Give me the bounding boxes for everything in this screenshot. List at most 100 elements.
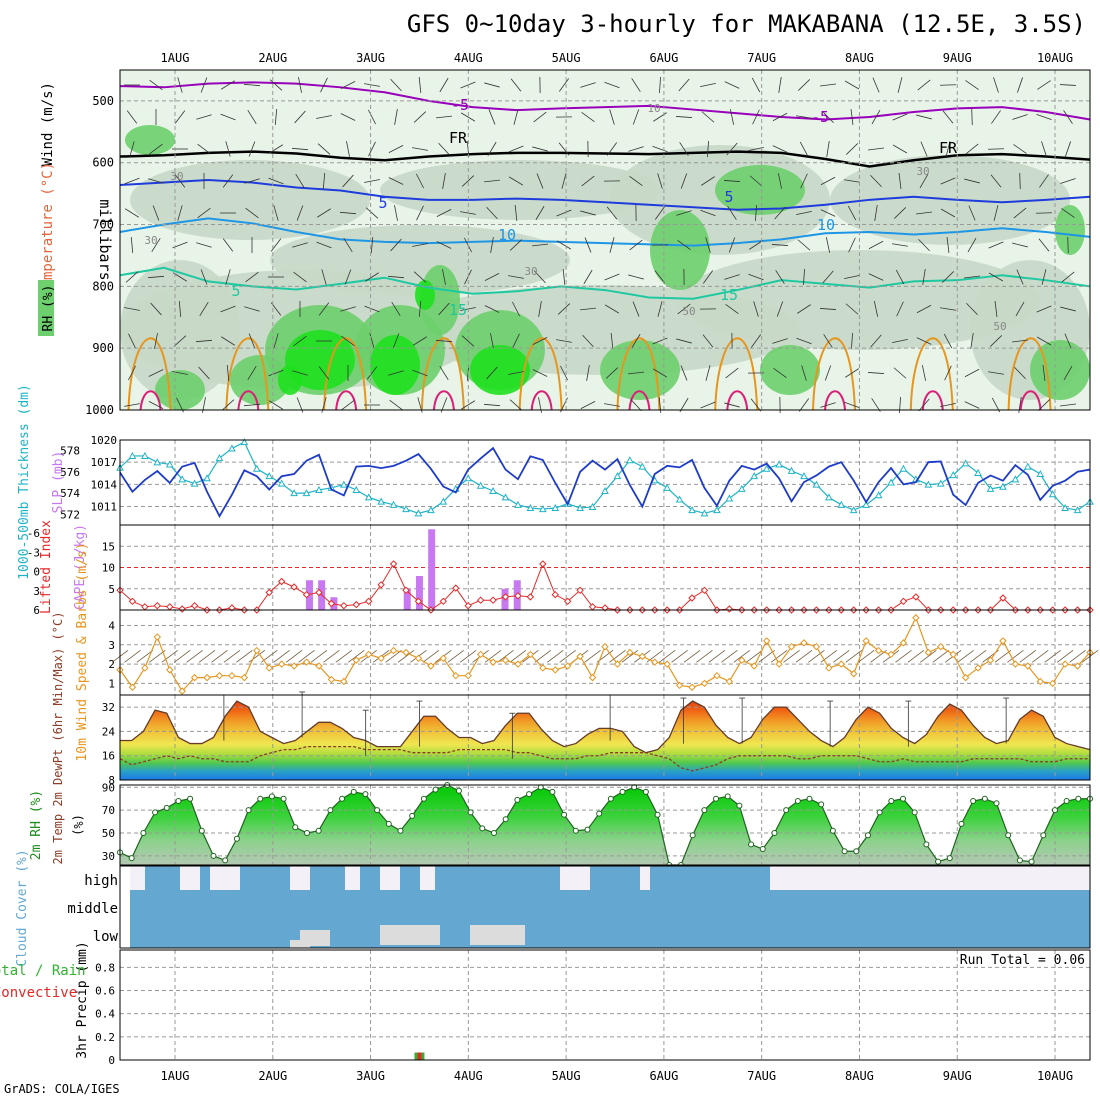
wind-barb (606, 142, 618, 156)
slp-axis-label: SLP (mb) (51, 451, 66, 514)
wind-barb (247, 366, 257, 380)
wind-barb (700, 401, 716, 409)
wind-barb (988, 272, 1004, 282)
thickness-point (787, 466, 796, 474)
wind-barb (200, 77, 208, 93)
wind-barb (987, 148, 1005, 150)
rh-point (1063, 798, 1070, 804)
surface-wind-barb (236, 650, 253, 663)
temp-contour-hot (432, 390, 455, 411)
thickness-point (190, 479, 199, 487)
thickness-point (849, 506, 858, 514)
wind-barb (868, 273, 884, 281)
lifted-index-point (476, 596, 485, 604)
cape-bar (403, 588, 411, 610)
surface-wind-barb (509, 650, 527, 663)
wind-barb (845, 143, 859, 155)
wind-barb (580, 210, 596, 216)
rh-point (128, 855, 135, 862)
wind-barb (940, 402, 956, 408)
wind-barb (220, 113, 236, 121)
rh-point (198, 827, 205, 834)
wind-barb (316, 115, 332, 119)
wind-barb (678, 78, 690, 92)
rh-point (397, 827, 404, 834)
wind-barb (940, 177, 956, 185)
thickness-point (240, 438, 249, 446)
rh-point (490, 830, 497, 836)
wind-tick-label: 4 (108, 619, 115, 632)
thickness-point (750, 472, 759, 480)
date-label-bottom: 5AUG (552, 1069, 581, 1083)
wind-barb (1036, 305, 1052, 313)
wind-barb (921, 365, 927, 381)
wind-barb (273, 333, 279, 349)
temp-contour-warm (812, 337, 857, 411)
thickness-point (613, 472, 622, 480)
wind-barb (341, 335, 355, 347)
wind-barb (707, 140, 709, 158)
surface-wind-barb (248, 650, 266, 663)
rh-point (222, 857, 229, 864)
wind-barb (486, 366, 498, 380)
lifted-index-point (526, 593, 535, 601)
precip-convective-bar (417, 1052, 422, 1060)
wind-barb (657, 301, 663, 317)
credit-label: GrADS: COLA/IGES (4, 1082, 120, 1096)
surface-wind-barb (161, 650, 178, 663)
surface-wind-barb (671, 650, 688, 663)
wind-barb (822, 110, 834, 124)
wind-barb (556, 339, 572, 343)
wind-barb (1039, 174, 1049, 188)
rh-shade-green (1055, 205, 1085, 255)
wind-barb (584, 237, 592, 253)
wind-barb (724, 81, 740, 89)
wind-barb (892, 113, 908, 121)
thickness-point (1036, 469, 1045, 477)
wind-speed-point (290, 662, 298, 670)
wind-barb (680, 365, 688, 381)
wind-barb (654, 270, 666, 284)
wind-barb (580, 82, 596, 88)
wind-barb (939, 84, 957, 86)
wind-barb (580, 401, 596, 409)
wind-barb (870, 334, 882, 348)
wind-speed-point (439, 654, 448, 663)
wind-speed-point (576, 652, 584, 661)
wind-barb (538, 301, 542, 317)
thickness-point (228, 444, 236, 452)
wind-barb (1015, 301, 1025, 317)
wind-speed-point (613, 660, 622, 668)
surface-wind-barb (136, 650, 154, 663)
wind-barb (534, 270, 546, 284)
rh-point (1028, 858, 1035, 865)
slp-tick-label: 1017 (91, 456, 118, 469)
wind-barb (604, 304, 620, 314)
rh-tick-label: 50 (102, 827, 115, 840)
contour-label: 5 (378, 194, 387, 212)
cloud-row-label: high (84, 873, 118, 889)
wind-barb (605, 367, 619, 379)
wind-barb (369, 333, 375, 349)
wind-barb (970, 333, 974, 349)
surface-wind-barb (273, 650, 290, 663)
wind-barb (418, 300, 422, 318)
wind-barb (510, 78, 522, 92)
wind-barb (1060, 178, 1076, 184)
thickness-point (725, 494, 734, 502)
wind-barb (604, 273, 620, 281)
wind-barb (390, 78, 402, 92)
cloud-high-clear (130, 866, 145, 890)
wind-barb (946, 237, 950, 253)
cape-tick-label: 10 (102, 562, 115, 575)
wind-barb (1037, 399, 1051, 411)
rh-point (1005, 832, 1012, 839)
wind-speed-point (141, 664, 149, 672)
wind-barb (1036, 336, 1052, 346)
wind-barb (895, 269, 905, 285)
temp-contour (119, 81, 1091, 121)
rh-point (923, 841, 930, 848)
rh-point (619, 788, 626, 795)
wind-barb (943, 333, 953, 349)
wind-speed-point (887, 650, 895, 659)
